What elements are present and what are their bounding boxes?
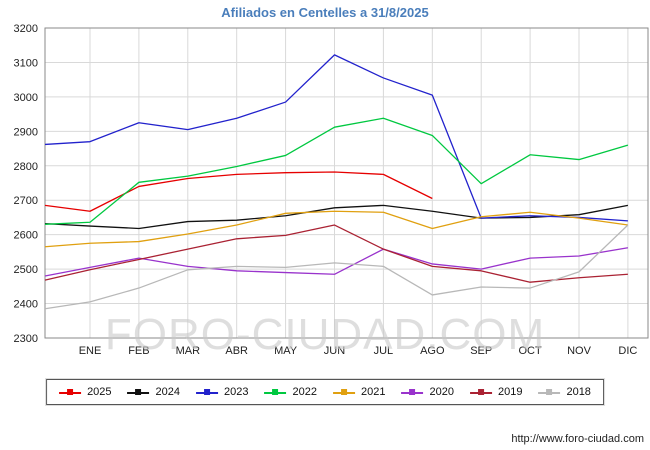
legend: 2025 2024 2023 2022 2021 2020 2019 2018 bbox=[45, 378, 605, 406]
y-tick-label: 2800 bbox=[14, 161, 38, 173]
series-line-2023 bbox=[44, 54, 628, 222]
footer-link[interactable]: http://www.foro-ciudad.com bbox=[511, 433, 644, 445]
legend-color-sample-icon bbox=[196, 388, 219, 397]
legend-color-sample-icon bbox=[59, 388, 82, 397]
legend-color-sample-icon bbox=[264, 388, 287, 397]
legend-item-label: 2021 bbox=[361, 386, 386, 398]
chart-title: Afiliados en Centelles a 31/8/2025 bbox=[221, 5, 429, 20]
y-tick-label: 3100 bbox=[14, 57, 38, 69]
legend-marker-icon bbox=[135, 388, 142, 395]
x-tick-label: DIC bbox=[618, 345, 637, 357]
series-line-2020 bbox=[44, 247, 629, 277]
line-chart: 3200 3100 3000 2900 2800 2700 2600 2500 2400 2300… bbox=[14, 23, 649, 357]
x-tick-label: FEB bbox=[128, 345, 149, 357]
plot-border bbox=[44, 27, 649, 339]
legend-marker-icon bbox=[546, 388, 553, 395]
legend-marker-icon bbox=[272, 388, 279, 395]
y-tick-label: 3200 bbox=[14, 23, 38, 35]
legend-item-label: 2019 bbox=[497, 386, 523, 398]
legend-item-2020: 2020 bbox=[401, 386, 454, 398]
legend-item-label: 2024 bbox=[155, 386, 181, 398]
y-tick-label: 2300 bbox=[14, 333, 38, 345]
legend-item-label: 2022 bbox=[292, 386, 317, 398]
legend-color-sample-icon bbox=[538, 388, 561, 397]
y-tick-label: 2900 bbox=[14, 126, 38, 138]
legend-color-sample-icon bbox=[469, 388, 492, 397]
legend-color-sample-icon bbox=[127, 388, 150, 397]
legend-item-label: 2020 bbox=[429, 386, 454, 398]
series-line-2022 bbox=[44, 117, 629, 225]
legend-color-sample-icon bbox=[333, 388, 355, 397]
y-tick-label: 2500 bbox=[14, 264, 38, 276]
y-tick-label: 2600 bbox=[14, 230, 38, 242]
y-tick-label: 2700 bbox=[14, 195, 38, 207]
legend-item-label: 2025 bbox=[87, 386, 112, 398]
legend-item-2025: 2025 bbox=[59, 386, 112, 398]
x-tick-label: ENE bbox=[79, 345, 102, 357]
series-line-2019 bbox=[44, 224, 628, 283]
legend-marker-icon bbox=[67, 388, 74, 395]
x-tick-label: AGO bbox=[420, 345, 445, 357]
series-line-2024 bbox=[44, 204, 629, 230]
legend-item-2023: 2023 bbox=[196, 386, 249, 398]
x-tick-label: MAY bbox=[274, 345, 298, 357]
legend-marker-icon bbox=[204, 388, 211, 395]
x-tick-label: MAR bbox=[176, 345, 201, 357]
legend-item-2022: 2022 bbox=[264, 386, 317, 398]
x-tick-label: SEP bbox=[470, 345, 492, 357]
x-tick-label: JUN bbox=[324, 345, 345, 357]
legend-item-2021: 2021 bbox=[333, 386, 385, 398]
x-tick-label: JUL bbox=[374, 345, 394, 357]
y-tick-label: 3000 bbox=[14, 92, 38, 104]
x-tick-label: ABR bbox=[225, 345, 248, 357]
legend-marker-icon bbox=[477, 388, 484, 395]
legend-item-label: 2018 bbox=[566, 386, 591, 398]
x-tick-label: NOV bbox=[567, 345, 592, 357]
legend-marker-icon bbox=[409, 388, 416, 395]
legend-marker-icon bbox=[341, 388, 347, 395]
legend-item-2018: 2018 bbox=[538, 386, 591, 398]
legend-item-2024: 2024 bbox=[127, 386, 181, 398]
x-tick-label: OCT bbox=[518, 345, 542, 357]
legend-item-label: 2023 bbox=[224, 386, 249, 398]
y-tick-label: 2400 bbox=[14, 299, 38, 311]
series-line-2018 bbox=[44, 224, 629, 310]
legend-color-sample-icon bbox=[401, 388, 424, 397]
series-line-2021 bbox=[44, 210, 628, 248]
series-line-2025 bbox=[44, 171, 433, 212]
legend-item-2019: 2019 bbox=[469, 386, 523, 398]
